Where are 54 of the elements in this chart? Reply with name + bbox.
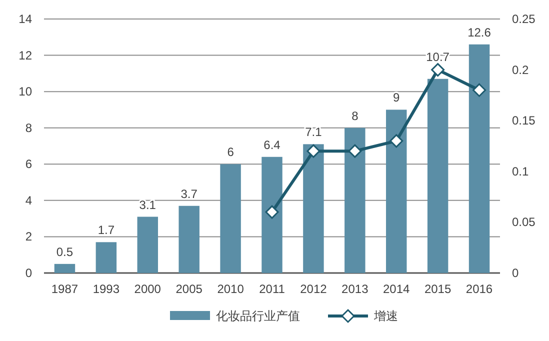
data-label: 6.4 (264, 138, 281, 152)
y2-tick-label: 0.1 (512, 164, 530, 178)
legend-label: 化妆品行业产值 (216, 309, 300, 323)
bar (386, 110, 407, 273)
data-label: 8 (352, 108, 359, 123)
x-tick-label: 2011 (259, 282, 286, 296)
bar (96, 242, 117, 273)
y2-tick-label: 0 (512, 266, 519, 280)
y-tick-label: 4 (25, 193, 32, 208)
y2-tick-label: 0.05 (512, 215, 536, 230)
x-tick-label: 2015 (424, 282, 452, 296)
bar (344, 128, 366, 273)
data-label: 6 (227, 145, 234, 160)
data-label: 3.7 (180, 186, 198, 201)
x-tick-label: 1987 (51, 282, 78, 296)
bar (427, 78, 448, 273)
x-tick-label: 1993 (92, 282, 120, 296)
x-tick-label: 2014 (383, 282, 410, 296)
bar (54, 264, 76, 273)
x-tick-label: 2016 (466, 282, 493, 296)
y-tick-label: 12 (18, 48, 32, 62)
y-tick-label: 8 (25, 120, 32, 135)
bar (262, 156, 282, 273)
y2-tick-label: 0.2 (512, 62, 530, 77)
point (348, 144, 362, 158)
bar (178, 206, 200, 273)
point (306, 144, 320, 158)
point (431, 63, 445, 77)
x-tick-label: 2012 (300, 282, 328, 296)
y-tick-label: 14 (18, 12, 32, 26)
data-label: 12.6 (468, 25, 492, 40)
data-label: 0.5 (56, 244, 74, 259)
bar (137, 216, 158, 273)
bar (468, 44, 490, 273)
x-tick-label: 2000 (134, 282, 162, 296)
data-label: 7.1 (305, 125, 322, 140)
x-tick-label: 2013 (342, 282, 369, 296)
y-tick-label: 0 (25, 266, 32, 280)
point (390, 134, 404, 148)
x-tick-label: 2010 (217, 282, 244, 296)
x-tick-label: 2005 (176, 282, 203, 296)
point (265, 205, 279, 219)
point (472, 83, 486, 97)
y2-tick-label: 0.15 (512, 114, 536, 128)
data-label: 1.7 (98, 223, 115, 238)
legend-label: 增速 (373, 309, 398, 323)
bar (303, 144, 324, 273)
y2-tick-label: 0.25 (512, 12, 536, 26)
y-tick-label: 10 (18, 84, 32, 99)
y-tick-label: 6 (25, 157, 32, 172)
data-label: 9 (393, 90, 400, 105)
data-label: 3.1 (139, 198, 156, 212)
y-tick-label: 2 (25, 230, 32, 244)
bar (220, 164, 241, 273)
